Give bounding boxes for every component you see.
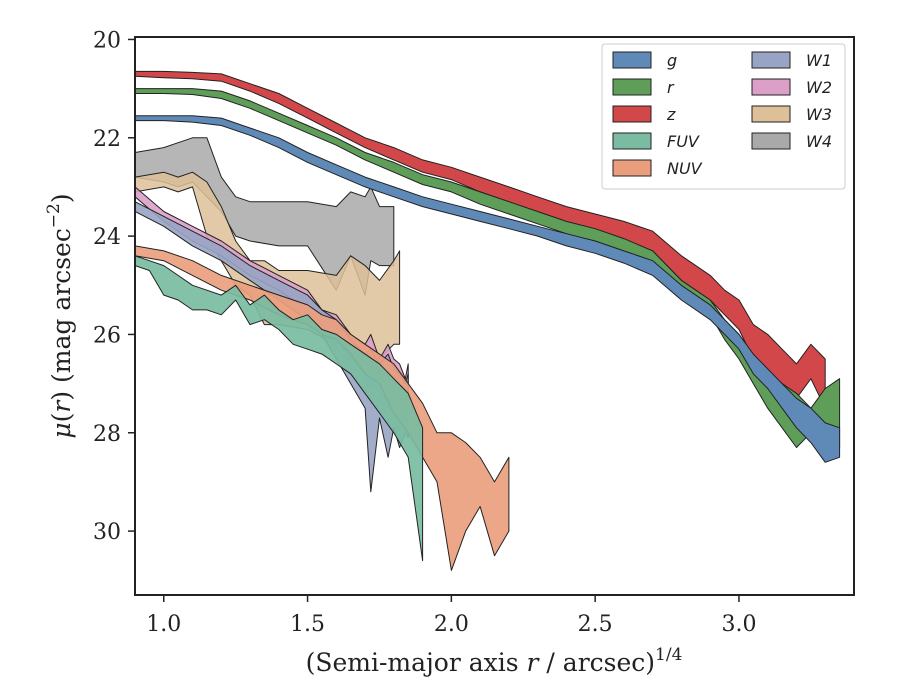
y-tick-label: 22 [93,127,121,152]
legend-swatch-w3 [751,105,791,123]
legend-swatch-w4 [751,132,791,150]
legend-label-r: r [667,78,675,97]
legend-label-w3: W3 [806,105,832,124]
series-band-fuv [135,255,424,562]
x-tick-label: 2.5 [578,612,613,637]
legend-swatch-w2 [751,78,791,96]
y-axis: 20 22 24 26 28 30 [93,28,135,545]
series-band-g [135,115,841,463]
legend: grz FUV NUV W1 W2 W3 W4 [601,43,846,190]
legend-label-fuv: FUV [667,132,700,151]
legend-label-w1: W1 [806,51,832,70]
legend-swatch-nuv [612,159,652,177]
legend-swatch-z [612,105,652,123]
y-tick-label: 30 [93,520,121,545]
x-tick-label: 2.0 [434,612,469,637]
legend-label-w2: W2 [806,78,832,97]
x-axis: 1.0 1.5 2.0 2.5 3.0 [146,595,756,637]
legend-label-z: z [666,105,676,124]
series-layer [135,70,841,571]
x-tick-label: 3.0 [721,612,756,637]
legend-swatch-w1 [751,51,791,69]
x-axis-label: (Semi-major axis r / arcsec)1/4 [306,645,683,677]
legend-label-w4: W4 [806,132,832,151]
y-axis-label: μ(r) (mag arcsec−2) [44,193,76,438]
legend-swatch-fuv [612,132,652,150]
y-tick-label: 28 [93,422,121,447]
x-tick-label: 1.0 [146,612,181,637]
legend-swatch-g [612,51,652,69]
plot-frame [134,36,855,596]
legend-label-g: g [667,51,677,70]
y-tick-label: 20 [93,28,121,53]
y-tick-label: 24 [93,225,121,250]
legend-swatch-r [612,78,652,96]
x-tick-label: 1.5 [290,612,325,637]
legend-label-nuv: NUV [667,159,703,178]
y-tick-label: 26 [93,323,121,348]
